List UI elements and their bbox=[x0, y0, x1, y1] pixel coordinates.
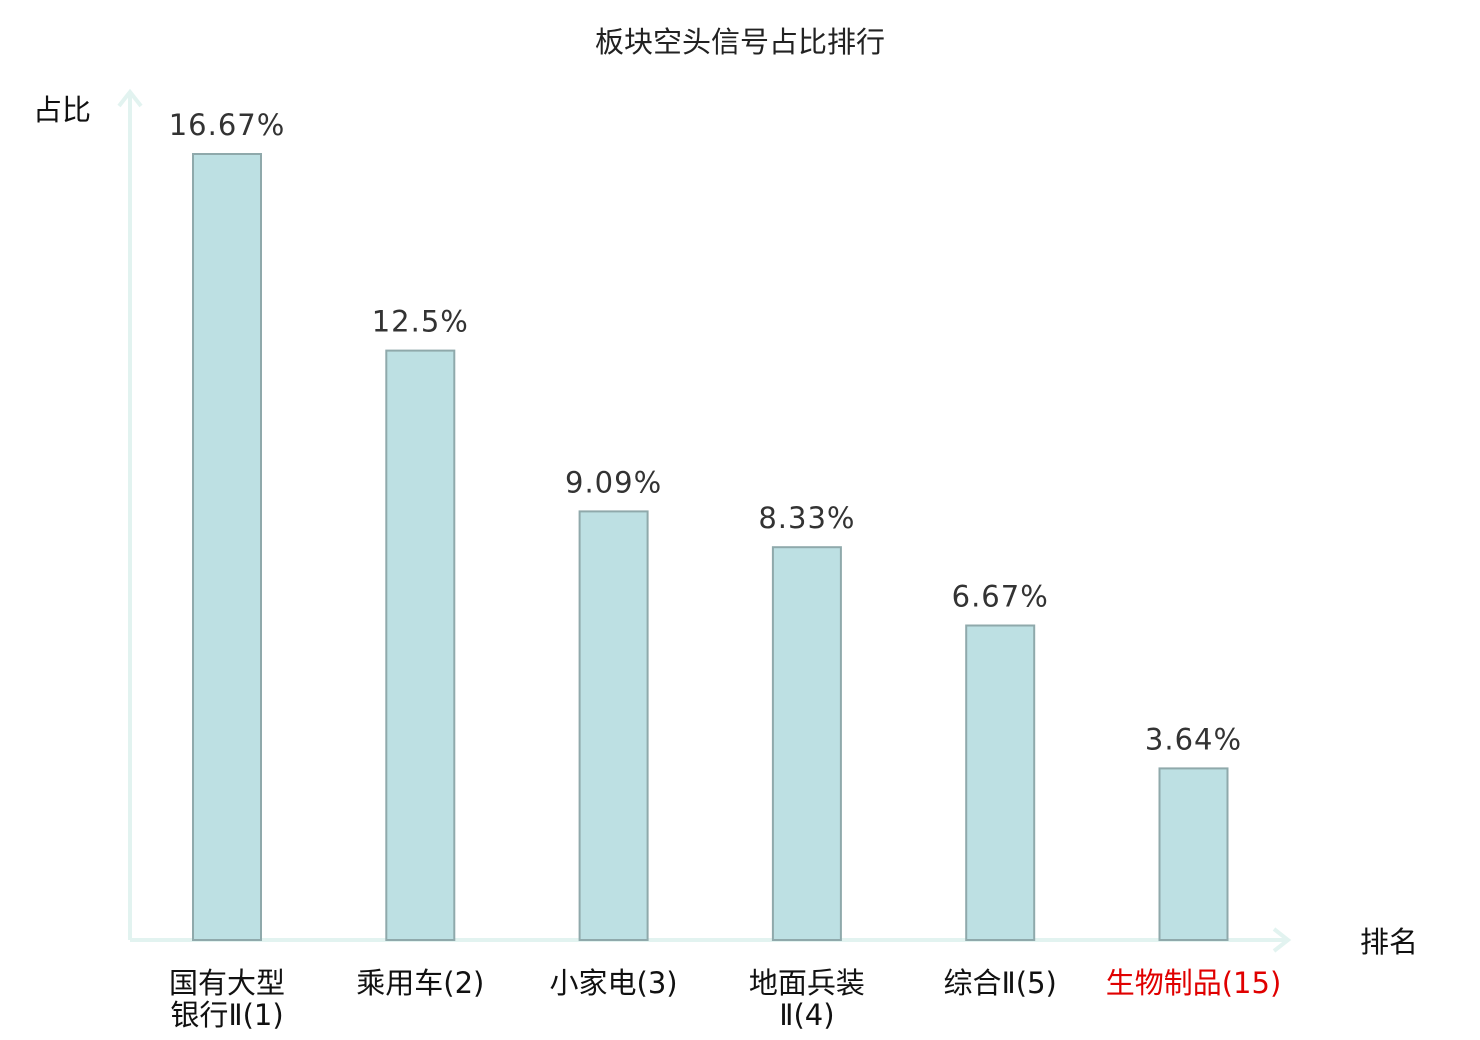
value-label: 3.64% bbox=[1145, 722, 1242, 756]
value-label: 16.67% bbox=[169, 108, 286, 142]
value-label: 6.67% bbox=[952, 580, 1049, 614]
y-axis-label: 占比 bbox=[33, 93, 91, 127]
chart-title: 板块空头信号占比排行 bbox=[595, 25, 885, 59]
bar bbox=[1158, 767, 1229, 942]
category-label: 综合Ⅱ(5) bbox=[944, 966, 1057, 1000]
value-label: 12.5% bbox=[372, 305, 469, 339]
category-label: 乘用车(2) bbox=[356, 966, 484, 1000]
bars bbox=[192, 153, 1229, 942]
category-label: 银行Ⅱ(1) bbox=[170, 998, 283, 1032]
y-axis-line bbox=[117, 88, 143, 940]
bar bbox=[578, 510, 649, 941]
category-label: 地面兵装 bbox=[749, 966, 865, 1000]
bar bbox=[965, 624, 1036, 941]
value-labels: 16.67% 12.5% 9.09% 8.33% 6.67% 3.64% bbox=[169, 108, 1242, 756]
bar bbox=[771, 546, 842, 941]
value-label: 9.09% bbox=[565, 465, 662, 499]
category-label: 小家电(3) bbox=[550, 966, 678, 1000]
bar bbox=[385, 349, 456, 942]
x-axis-label: 排名 bbox=[1360, 925, 1418, 959]
axes bbox=[117, 88, 1292, 953]
x-axis-line bbox=[130, 927, 1292, 953]
category-label: 国有大型 bbox=[169, 966, 285, 1000]
value-label: 8.33% bbox=[758, 501, 855, 535]
category-label: 生物制品(15) bbox=[1106, 966, 1282, 1000]
category-label: Ⅱ(4) bbox=[779, 998, 834, 1032]
bar bbox=[192, 153, 262, 941]
